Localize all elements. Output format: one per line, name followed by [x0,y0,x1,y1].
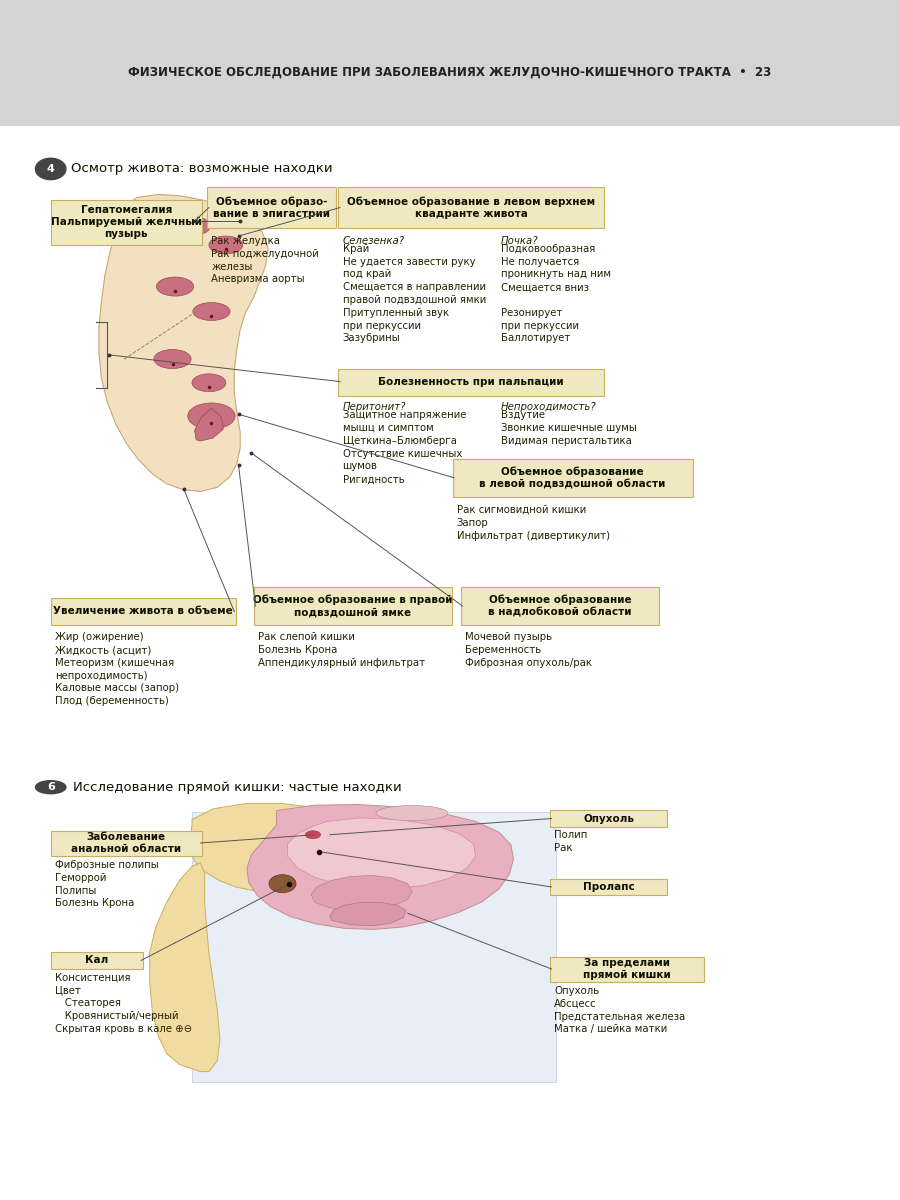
Text: Опухоль
Абсцесс
Предстательная железа
Матка / шейка матки: Опухоль Абсцесс Предстательная железа Ма… [554,986,685,1034]
Ellipse shape [192,374,226,391]
FancyBboxPatch shape [338,368,604,396]
Text: ФИЗИЧЕСКОЕ ОБСЛЕДОВАНИЕ ПРИ ЗАБОЛЕВАНИЯХ ЖЕЛУДОЧНО-КИШЕЧНОГО ТРАКТА  •  23: ФИЗИЧЕСКОЕ ОБСЛЕДОВАНИЕ ПРИ ЗАБОЛЕВАНИЯХ… [129,66,771,78]
Text: Гепатомегалия
Пальпируемый желчный
пузырь: Гепатомегалия Пальпируемый желчный пузыр… [51,205,202,240]
Text: Перитонит?: Перитонит? [343,402,406,413]
Text: Опухоль: Опухоль [583,814,634,823]
Text: Фиброзные полипы
Геморрой
Полипы
Болезнь Крона: Фиброзные полипы Геморрой Полипы Болезнь… [55,860,158,908]
Text: Почка?: Почка? [500,236,538,246]
Text: Объемное образование
в левой подвздошной области: Объемное образование в левой подвздошной… [480,467,666,490]
Text: Заболевание
анальной области: Заболевание анальной области [71,832,182,854]
Ellipse shape [174,216,211,235]
FancyBboxPatch shape [338,187,604,228]
Text: Вздутие
Звонкие кишечные шумы
Видимая перистальтика: Вздутие Звонкие кишечные шумы Видимая пе… [500,410,636,445]
Text: Пролапс: Пролапс [583,882,634,892]
Ellipse shape [305,830,320,839]
FancyBboxPatch shape [550,810,668,827]
Polygon shape [311,876,412,911]
Text: Рак желудка
Рак поджелудочной
железы
Аневризма аорты: Рак желудка Рак поджелудочной железы Ане… [212,236,320,284]
Text: Объемное образование
в надлобковой области: Объемное образование в надлобковой облас… [488,595,632,617]
FancyBboxPatch shape [550,878,668,895]
Polygon shape [330,902,406,926]
FancyBboxPatch shape [461,587,659,625]
Polygon shape [190,804,378,893]
FancyBboxPatch shape [192,812,556,1082]
Text: Исследование прямой кишки: частые находки: Исследование прямой кишки: частые находк… [73,781,401,793]
Text: 4: 4 [47,164,55,174]
Text: Непроходимость?: Непроходимость? [500,402,597,413]
Ellipse shape [188,403,235,430]
Text: Защитное напряжение
мышц и симптом
Щеткина–Блюмберга
Отсутствие кишечных
шумов
Р: Защитное напряжение мышц и симптом Щетки… [343,410,466,484]
Circle shape [35,158,66,180]
Polygon shape [149,863,220,1072]
Text: Объемное образование в правой
подвздошной ямке: Объемное образование в правой подвздошно… [253,595,453,617]
Text: Рак сигмовидной кишки
Запор
Инфильтрат (дивертикулит): Рак сигмовидной кишки Запор Инфильтрат (… [457,505,610,541]
Ellipse shape [269,875,296,893]
Text: Рак слепой кишки
Болезнь Крона
Аппендикулярный инфильтрат: Рак слепой кишки Болезнь Крона Аппендику… [258,632,425,668]
Text: Увеличение живота в объеме: Увеличение живота в объеме [53,606,233,617]
FancyBboxPatch shape [50,830,203,856]
Text: Мочевой пузырь
Беременность
Фиброзная опухоль/рак: Мочевой пузырь Беременность Фиброзная оп… [465,632,592,668]
Text: Объемное образование в левом верхнем
квадранте живота: Объемное образование в левом верхнем ква… [347,197,595,220]
Ellipse shape [193,302,230,320]
Text: Селезенка?: Селезенка? [343,236,405,246]
Text: За пределами
прямой кишки: За пределами прямой кишки [583,958,670,980]
FancyBboxPatch shape [550,956,704,982]
Polygon shape [99,194,268,492]
Text: Болезненность при пальпации: Болезненность при пальпации [378,377,564,388]
Ellipse shape [157,277,194,296]
FancyBboxPatch shape [50,200,203,245]
Ellipse shape [209,236,243,254]
FancyBboxPatch shape [254,587,452,625]
Text: Край
Не удается завести руку
под край
Смещается в направлении
правой подвздошной: Край Не удается завести руку под край См… [343,244,486,343]
Ellipse shape [154,349,191,368]
Text: Кал: Кал [86,955,108,965]
Text: 6: 6 [47,782,55,792]
FancyBboxPatch shape [50,598,236,625]
Polygon shape [194,408,223,440]
Ellipse shape [376,805,448,821]
FancyBboxPatch shape [207,187,336,228]
Text: Осмотр живота: возможные находки: Осмотр живота: возможные находки [71,162,333,175]
FancyBboxPatch shape [0,0,900,126]
Polygon shape [247,804,513,929]
FancyBboxPatch shape [50,952,143,968]
Text: Подковообразная
Не получается
проникнуть над ним
Смещается вниз

Резонирует
при : Подковообразная Не получается проникнуть… [500,244,611,343]
Polygon shape [288,818,475,889]
Text: Полип
Рак: Полип Рак [554,830,588,853]
Text: Объемное образо-
вание в эпигастрии: Объемное образо- вание в эпигастрии [213,197,330,220]
Text: Консистенция
Цвет
   Стеаторея
   Кровянистый/черный
Скрытая кровь в кале ⊕⊖: Консистенция Цвет Стеаторея Кровянистый/… [55,972,193,1033]
Text: Жир (ожирение)
Жидкость (асцит)
Метеоризм (кишечная
непроходимость)
Каловые масс: Жир (ожирение) Жидкость (асцит) Метеориз… [55,632,179,707]
FancyBboxPatch shape [453,458,693,497]
Circle shape [35,781,66,793]
